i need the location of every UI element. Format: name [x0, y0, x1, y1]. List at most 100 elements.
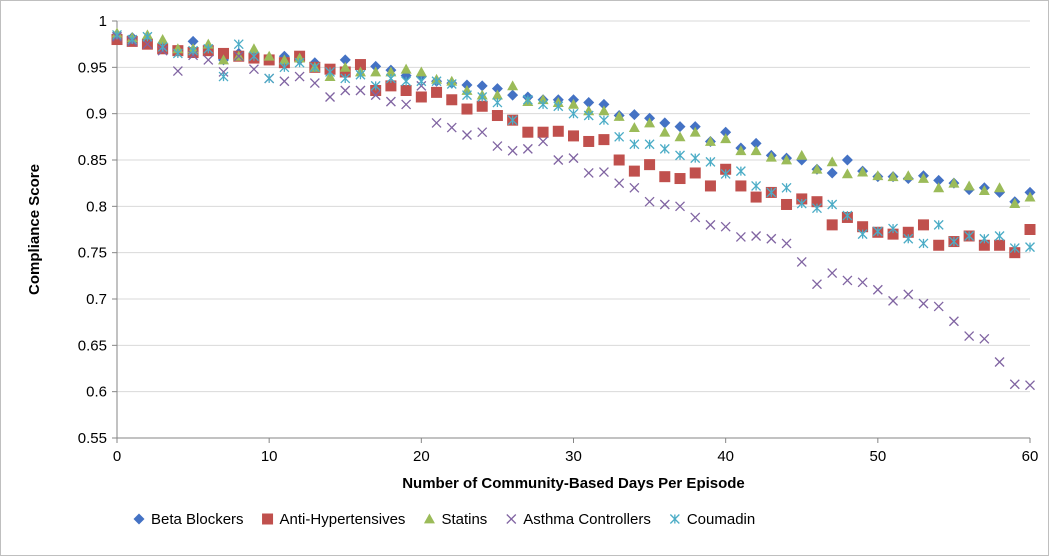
data-point [781, 238, 792, 249]
data-point [370, 60, 382, 72]
data-point [522, 126, 534, 138]
legend-marker [423, 513, 435, 524]
data-point [462, 130, 472, 140]
data-point [704, 180, 716, 192]
data-point [339, 54, 351, 66]
data-point [978, 185, 990, 195]
data-point [902, 170, 914, 181]
data-point [598, 105, 610, 116]
data-point [735, 180, 747, 192]
data-point [948, 236, 959, 247]
gridlines [117, 20, 1030, 393]
data-point [690, 212, 701, 223]
data-point [614, 131, 625, 142]
axes [112, 20, 1031, 443]
data-point [598, 115, 609, 126]
data-point [446, 79, 457, 89]
data-point [659, 143, 670, 154]
data-point [1025, 380, 1035, 391]
data-point [812, 203, 822, 214]
x-tick-label: 10 [261, 448, 278, 465]
data-point [933, 219, 944, 230]
data-point [187, 35, 199, 47]
y-tick-label: 0.55 [78, 430, 107, 447]
series-asthma-controllers [112, 31, 1035, 391]
y-tick-label: 0.6 [86, 384, 107, 401]
data-point [841, 168, 853, 179]
data-point [462, 90, 472, 101]
data-point [538, 136, 549, 147]
data-point [887, 228, 899, 240]
data-point [522, 143, 533, 154]
series-coumadin [112, 29, 1035, 253]
data-point [842, 210, 853, 221]
data-point [552, 125, 564, 137]
data-point [598, 134, 610, 146]
data-point [887, 171, 899, 182]
data-point [629, 139, 640, 150]
data-point [781, 198, 793, 210]
data-point [264, 73, 275, 84]
data-point [689, 126, 701, 137]
data-point [720, 163, 732, 175]
data-point [948, 177, 960, 188]
data-point [766, 187, 777, 198]
data-point [751, 180, 762, 191]
data-point [903, 233, 914, 244]
data-point [1024, 191, 1036, 202]
legend-marker [669, 514, 680, 524]
data-point [705, 219, 716, 230]
data-point [461, 103, 473, 115]
y-tick-label: 0.9 [86, 106, 107, 123]
data-point [142, 31, 153, 42]
data-point [401, 76, 412, 87]
data-point [857, 277, 868, 288]
data-point [416, 80, 427, 91]
data-point [568, 98, 579, 109]
data-point [491, 110, 503, 122]
x-tick-label: 60 [1022, 448, 1039, 465]
data-point [903, 289, 914, 300]
data-point [355, 85, 366, 96]
data-point [476, 100, 488, 112]
data-point [690, 153, 701, 164]
data-point [507, 89, 519, 101]
data-point [978, 239, 990, 251]
data-point [248, 43, 260, 54]
legend-label: Beta Blockers [151, 511, 244, 528]
legend-marker [506, 514, 517, 524]
y-tick-label: 0.95 [78, 59, 107, 76]
data-point [1025, 242, 1035, 253]
y-tick-label: 0.85 [78, 152, 107, 169]
data-point [476, 80, 488, 92]
data-point [827, 268, 838, 279]
data-point [888, 295, 899, 306]
data-point [918, 298, 929, 309]
data-point [857, 166, 869, 177]
data-point [766, 233, 777, 244]
legend-label: Asthma Controllers [523, 511, 651, 528]
legend-label: Coumadin [687, 511, 755, 528]
data-point [872, 170, 884, 181]
data-point [826, 219, 838, 231]
data-point [263, 50, 275, 61]
legend: Beta Blockers Anti-Hypertensives Statins As… [133, 511, 755, 528]
data-point [203, 43, 214, 54]
data-point [675, 201, 685, 212]
data-point [218, 71, 229, 82]
data-point [659, 171, 671, 183]
data-point [370, 90, 381, 101]
data-point [218, 47, 230, 59]
data-point [400, 85, 412, 96]
data-point [812, 279, 822, 290]
data-point [614, 178, 625, 189]
data-point [491, 83, 503, 95]
data-point [917, 173, 929, 183]
data-point [583, 97, 595, 109]
data-point [355, 69, 366, 80]
data-marks [111, 27, 1036, 391]
data-point [400, 63, 412, 74]
data-point [796, 149, 808, 160]
data-point [325, 92, 335, 102]
data-point [750, 137, 762, 149]
